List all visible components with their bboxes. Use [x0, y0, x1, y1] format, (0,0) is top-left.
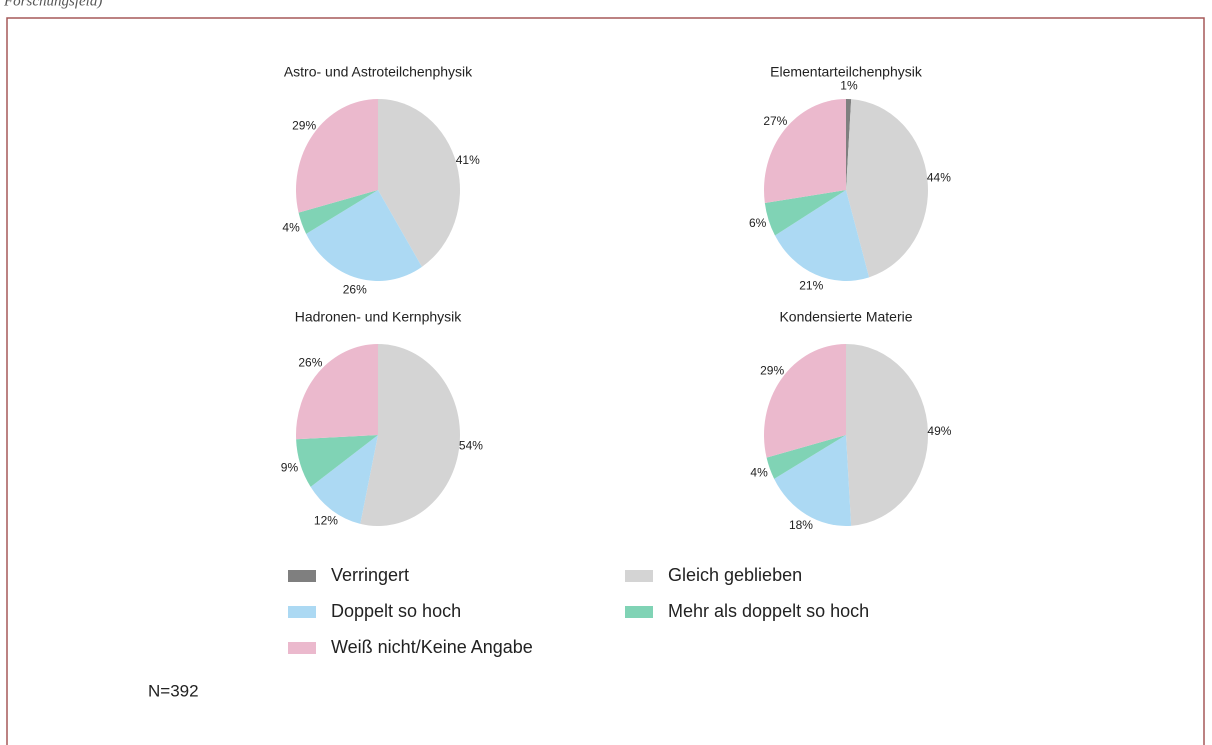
pie-title: Hadronen- und Kernphysik [295, 309, 463, 325]
slice-label: 27% [763, 114, 787, 128]
legend-label: Doppelt so hoch [331, 601, 461, 621]
pie-slice [764, 99, 846, 203]
legend-label: Verringert [331, 565, 409, 585]
caption: Forschungsfeld) [3, 0, 102, 9]
slice-label: 21% [799, 278, 823, 292]
slice-label: 18% [789, 518, 813, 532]
pie-slice [310, 435, 378, 524]
slice-label: 1% [840, 78, 858, 92]
legend-label: Gleich geblieben [668, 565, 802, 585]
legend-label: Weiß nicht/Keine Angabe [331, 637, 533, 657]
pie-slice [846, 99, 928, 278]
pie-slice [764, 344, 846, 458]
pie-title: Elementarteilchenphysik [770, 64, 923, 80]
pie-slice [360, 344, 460, 526]
slice-label: 29% [292, 119, 316, 133]
legend-swatch [288, 642, 316, 654]
pie-slice [296, 344, 378, 440]
pie-title: Astro- und Astroteilchenphysik [284, 64, 473, 80]
slice-label: 12% [314, 513, 338, 527]
pie-slice [296, 99, 378, 213]
pie-slice [774, 435, 852, 526]
legend-swatch [625, 606, 653, 618]
pie-slice [306, 190, 422, 281]
pie-slice [298, 190, 378, 234]
slice-label: 4% [282, 220, 300, 234]
legend-label: Mehr als doppelt so hoch [668, 601, 869, 621]
slice-label: 4% [750, 465, 768, 479]
pie-slice [296, 435, 378, 487]
slice-label: 49% [927, 424, 951, 438]
slice-label: 54% [459, 438, 483, 452]
slice-label: 26% [343, 283, 367, 297]
pie-slice [766, 435, 846, 479]
slice-label: 41% [456, 153, 480, 167]
pie-slice [378, 99, 460, 267]
legend-swatch [288, 570, 316, 582]
slice-label: 6% [749, 216, 767, 230]
pie-title: Kondensierte Materie [779, 309, 912, 325]
legend-swatch [288, 606, 316, 618]
slice-label: 29% [760, 364, 784, 378]
pie-slice [846, 99, 852, 190]
frame [6, 17, 1205, 745]
legend-swatch [625, 570, 653, 582]
note: N=392 [148, 681, 199, 700]
pie-slice [774, 190, 870, 282]
slice-label: 9% [281, 460, 299, 474]
pie-slice [764, 190, 846, 236]
slice-label: 44% [927, 171, 951, 185]
pie-slice [846, 344, 929, 526]
slice-label: 26% [298, 356, 322, 370]
